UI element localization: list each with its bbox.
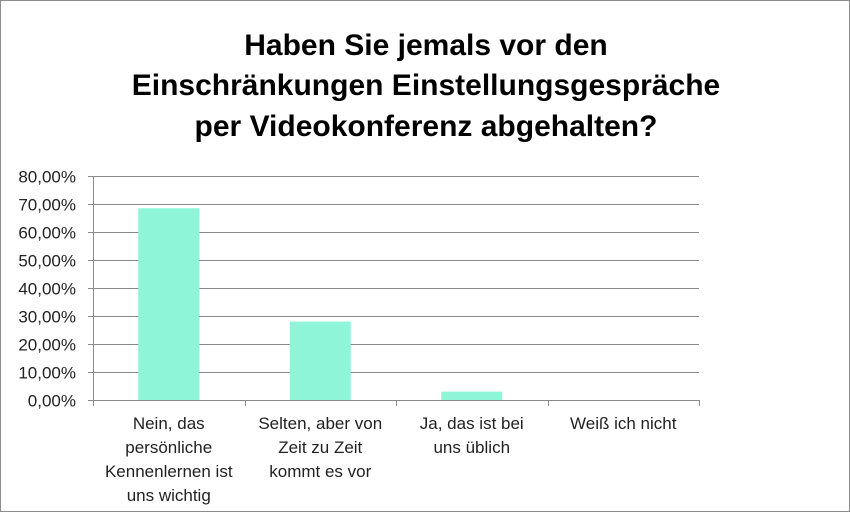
y-tick-label: 60,00% <box>18 224 76 243</box>
bar <box>289 321 351 400</box>
y-tick-label: 20,00% <box>18 336 76 355</box>
y-tick-label: 10,00% <box>18 364 76 383</box>
x-category-label: Nein, das <box>133 414 205 433</box>
chart-title-line: Haben Sie jemals vor den <box>244 29 607 62</box>
x-axis-labels: Nein, das persönliche Kennenlernen ist uns … <box>105 414 677 505</box>
x-category-label: persönliche <box>125 438 212 457</box>
bars <box>138 208 503 400</box>
x-category-label: Kennenlernen ist <box>105 462 233 481</box>
axes <box>93 176 700 406</box>
y-tick-label: 70,00% <box>18 196 76 215</box>
x-category-label: Weiß ich nicht <box>570 414 677 433</box>
x-category-label: Selten, aber von <box>258 414 382 433</box>
bar <box>138 208 200 400</box>
y-tick-label: 0,00% <box>28 392 76 411</box>
y-axis-ticks: 0,00% 10,00% 20,00% 30,00% 40,00% 50,00% 60,00… <box>18 168 93 411</box>
x-category-label: Zeit zu Zeit <box>278 438 362 457</box>
chart-title: Haben Sie jemals vor den Einschränkungen … <box>132 29 721 143</box>
y-tick-label: 80,00% <box>18 168 76 187</box>
x-category-label: uns üblich <box>433 438 510 457</box>
x-category-label: Ja, das ist bei <box>420 414 524 433</box>
y-tick-label: 30,00% <box>18 308 76 327</box>
chart-title-line: Einschränkungen Einstellungsgespräche <box>132 69 721 102</box>
bar <box>441 391 503 400</box>
x-category-label: uns wichtig <box>127 486 211 505</box>
y-tick-label: 50,00% <box>18 252 76 271</box>
x-category-label: kommt es vor <box>269 462 371 481</box>
y-tick-label: 40,00% <box>18 280 76 299</box>
chart-title-line: per Videokonferenz abgehalten? <box>195 110 658 143</box>
